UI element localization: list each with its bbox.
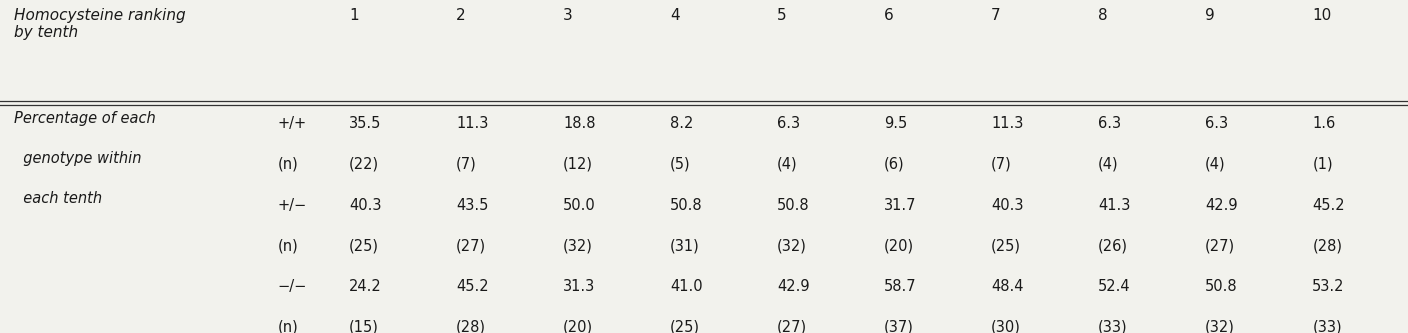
Text: 2: 2 — [456, 8, 466, 23]
Text: 6.3: 6.3 — [777, 117, 800, 132]
Text: 50.0: 50.0 — [563, 197, 596, 212]
Text: 42.9: 42.9 — [1205, 197, 1238, 212]
Text: (20): (20) — [563, 319, 593, 333]
Text: (5): (5) — [670, 157, 691, 172]
Text: (15): (15) — [349, 319, 379, 333]
Text: 6.3: 6.3 — [1098, 117, 1121, 132]
Text: 50.8: 50.8 — [777, 197, 810, 212]
Text: 18.8: 18.8 — [563, 117, 596, 132]
Text: 6: 6 — [884, 8, 894, 23]
Text: (27): (27) — [777, 319, 807, 333]
Text: 41.3: 41.3 — [1098, 197, 1131, 212]
Text: (4): (4) — [1205, 157, 1226, 172]
Text: (25): (25) — [349, 238, 379, 253]
Text: (n): (n) — [277, 238, 298, 253]
Text: (28): (28) — [456, 319, 486, 333]
Text: 52.4: 52.4 — [1098, 279, 1131, 294]
Text: 8.2: 8.2 — [670, 117, 694, 132]
Text: 53.2: 53.2 — [1312, 279, 1345, 294]
Text: 50.8: 50.8 — [670, 197, 703, 212]
Text: 42.9: 42.9 — [777, 279, 810, 294]
Text: 48.4: 48.4 — [991, 279, 1024, 294]
Text: (1): (1) — [1312, 157, 1333, 172]
Text: each tenth: each tenth — [14, 191, 103, 206]
Text: (25): (25) — [670, 319, 700, 333]
Text: 3: 3 — [563, 8, 573, 23]
Text: 45.2: 45.2 — [456, 279, 489, 294]
Text: 40.3: 40.3 — [349, 197, 382, 212]
Text: (n): (n) — [277, 157, 298, 172]
Text: 8: 8 — [1098, 8, 1108, 23]
Text: (7): (7) — [456, 157, 477, 172]
Text: (28): (28) — [1312, 238, 1342, 253]
Text: 5: 5 — [777, 8, 787, 23]
Text: 7: 7 — [991, 8, 1001, 23]
Text: 50.8: 50.8 — [1205, 279, 1238, 294]
Text: (26): (26) — [1098, 238, 1128, 253]
Text: (12): (12) — [563, 157, 593, 172]
Text: 1.6: 1.6 — [1312, 117, 1336, 132]
Text: 58.7: 58.7 — [884, 279, 917, 294]
Text: 9: 9 — [1205, 8, 1215, 23]
Text: (4): (4) — [1098, 157, 1119, 172]
Text: (37): (37) — [884, 319, 914, 333]
Text: (27): (27) — [456, 238, 486, 253]
Text: 43.5: 43.5 — [456, 197, 489, 212]
Text: (32): (32) — [563, 238, 593, 253]
Text: Homocysteine ranking
by tenth: Homocysteine ranking by tenth — [14, 8, 186, 40]
Text: (4): (4) — [777, 157, 798, 172]
Text: −/−: −/− — [277, 279, 307, 294]
Text: 24.2: 24.2 — [349, 279, 382, 294]
Text: 1: 1 — [349, 8, 359, 23]
Text: 45.2: 45.2 — [1312, 197, 1345, 212]
Text: 40.3: 40.3 — [991, 197, 1024, 212]
Text: 41.0: 41.0 — [670, 279, 703, 294]
Text: genotype within: genotype within — [14, 151, 142, 166]
Text: +/+: +/+ — [277, 117, 307, 132]
Text: (32): (32) — [1205, 319, 1235, 333]
Text: 10: 10 — [1312, 8, 1332, 23]
Text: (22): (22) — [349, 157, 379, 172]
Text: (31): (31) — [670, 238, 700, 253]
Text: 35.5: 35.5 — [349, 117, 382, 132]
Text: (6): (6) — [884, 157, 905, 172]
Text: (33): (33) — [1098, 319, 1128, 333]
Text: (27): (27) — [1205, 238, 1235, 253]
Text: Percentage of each: Percentage of each — [14, 111, 156, 126]
Text: 6.3: 6.3 — [1205, 117, 1228, 132]
Text: (n): (n) — [277, 319, 298, 333]
Text: (32): (32) — [777, 238, 807, 253]
Text: (25): (25) — [991, 238, 1021, 253]
Text: +/−: +/− — [277, 197, 307, 212]
Text: 31.7: 31.7 — [884, 197, 917, 212]
Text: (7): (7) — [991, 157, 1012, 172]
Text: 4: 4 — [670, 8, 680, 23]
Text: (20): (20) — [884, 238, 914, 253]
Text: 31.3: 31.3 — [563, 279, 596, 294]
Text: 11.3: 11.3 — [991, 117, 1024, 132]
Text: (30): (30) — [991, 319, 1021, 333]
Text: (33): (33) — [1312, 319, 1342, 333]
Text: 9.5: 9.5 — [884, 117, 908, 132]
Text: 11.3: 11.3 — [456, 117, 489, 132]
